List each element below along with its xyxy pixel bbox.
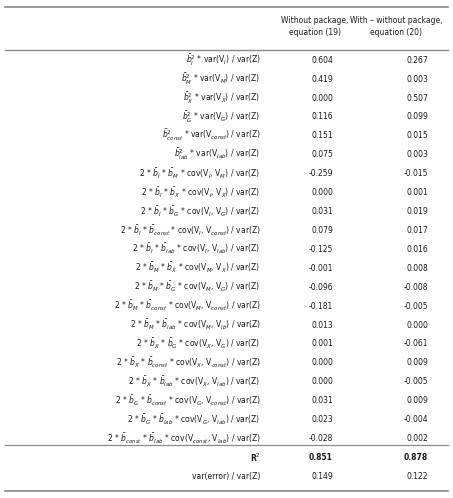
Text: -0.061: -0.061: [404, 340, 428, 349]
Text: 0.000: 0.000: [311, 377, 333, 386]
Text: -0.028: -0.028: [308, 434, 333, 443]
Text: 2 * $\bar{b}_G$ * $\bar{b}_{const}$ * cov(V$_G$, V$_{const}$) / var(Z): 2 * $\bar{b}_G$ * $\bar{b}_{const}$ * co…: [115, 393, 260, 408]
Text: 0.419: 0.419: [311, 75, 333, 84]
Text: 0.151: 0.151: [311, 131, 333, 140]
Text: $\bar{b}_M^2$ * var(V$_M$) / var(Z): $\bar{b}_M^2$ * var(V$_M$) / var(Z): [181, 72, 260, 87]
Text: $\bar{b}_{lab}^2$ * var(V$_{lab}$) / var(Z): $\bar{b}_{lab}^2$ * var(V$_{lab}$) / var…: [174, 147, 260, 162]
Text: R$^2$: R$^2$: [250, 451, 260, 464]
Text: 0.000: 0.000: [311, 94, 333, 103]
Text: 0.851: 0.851: [309, 453, 333, 462]
Text: $\bar{b}_{const}^2$ * var(V$_{const}$) / var(Z): $\bar{b}_{const}^2$ * var(V$_{const}$) /…: [162, 128, 260, 143]
Text: 2 * $\bar{b}_X$ * $\bar{b}_{lab}$ * cov(V$_X$, V$_{lab}$) / var(Z): 2 * $\bar{b}_X$ * $\bar{b}_{lab}$ * cov(…: [128, 374, 260, 389]
Text: 0.878: 0.878: [404, 453, 428, 462]
Text: 2 * $\bar{b}_I$ * $\bar{b}_X$ * cov(V$_I$, V$_X$) / var(Z): 2 * $\bar{b}_I$ * $\bar{b}_X$ * cov(V$_I…: [141, 186, 260, 200]
Text: 0.000: 0.000: [311, 359, 333, 368]
Text: 0.507: 0.507: [406, 94, 428, 103]
Text: 2 * $\bar{b}_I$ * $\bar{b}_M$ * cov(V$_I$, V$_M$) / var(Z): 2 * $\bar{b}_I$ * $\bar{b}_M$ * cov(V$_I…: [140, 167, 260, 181]
Text: -0.008: -0.008: [404, 283, 428, 292]
Text: $\bar{b}_G^2$ * var(V$_G$) / var(Z): $\bar{b}_G^2$ * var(V$_G$) / var(Z): [182, 110, 260, 124]
Text: 0.016: 0.016: [406, 245, 428, 254]
Text: 0.149: 0.149: [311, 472, 333, 481]
Text: 0.000: 0.000: [311, 188, 333, 197]
Text: var(error) / var(Z): var(error) / var(Z): [192, 472, 260, 481]
Text: 0.075: 0.075: [311, 150, 333, 159]
Text: 0.015: 0.015: [406, 131, 428, 140]
Text: 0.019: 0.019: [406, 207, 428, 216]
Text: 2 * $\bar{b}_M$ * $\bar{b}_{lab}$ * cov(V$_M$, V$_{lb}$) / var(Z): 2 * $\bar{b}_M$ * $\bar{b}_{lab}$ * cov(…: [130, 318, 260, 332]
Text: 0.017: 0.017: [406, 226, 428, 235]
Text: 2 * $\bar{b}_{const}$ * $\bar{b}_{lab}$ * cov(V$_{const}$, V$_{lab}$) / var(Z): 2 * $\bar{b}_{const}$ * $\bar{b}_{lab}$ …: [106, 431, 260, 446]
Text: 0.099: 0.099: [406, 113, 428, 122]
Text: $\bar{b}_I^2$ * var(V$_I$) / var(Z): $\bar{b}_I^2$ * var(V$_I$) / var(Z): [186, 53, 260, 68]
Text: 0.604: 0.604: [311, 56, 333, 65]
Text: 2 * $\bar{b}_M$ * $\bar{b}_X$ * cov(V$_M$, V$_X$) / var(Z): 2 * $\bar{b}_M$ * $\bar{b}_X$ * cov(V$_M…: [135, 261, 260, 275]
Text: -0.001: -0.001: [308, 264, 333, 273]
Text: 0.000: 0.000: [406, 321, 428, 330]
Text: 0.002: 0.002: [406, 434, 428, 443]
Text: -0.181: -0.181: [308, 302, 333, 311]
Text: $\bar{b}_X^2$ * var(V$_X$) / var(Z): $\bar{b}_X^2$ * var(V$_X$) / var(Z): [183, 91, 260, 106]
Text: 2 * $\bar{b}_I$ * $\bar{b}_G$ * cov(V$_I$, V$_G$) / var(Z): 2 * $\bar{b}_I$ * $\bar{b}_G$ * cov(V$_I…: [140, 204, 260, 219]
Text: 2 * $\bar{b}_M$ * $\bar{b}_G$ * cov(V$_M$, V$_G$) / var(Z): 2 * $\bar{b}_M$ * $\bar{b}_G$ * cov(V$_M…: [134, 280, 260, 294]
Text: 2 * $\bar{b}_I$ * $\bar{b}_{const}$ * cov(V$_I$, V$_{const}$) / var(Z): 2 * $\bar{b}_I$ * $\bar{b}_{const}$ * co…: [120, 223, 260, 238]
Text: 0.267: 0.267: [406, 56, 428, 65]
Text: 0.003: 0.003: [406, 150, 428, 159]
Text: -0.005: -0.005: [404, 377, 428, 386]
Text: 0.013: 0.013: [311, 321, 333, 330]
Text: 2 * $\bar{b}_X$ * $\bar{b}_G$ * cov(V$_X$, V$_G$) / var(Z): 2 * $\bar{b}_X$ * $\bar{b}_G$ * cov(V$_X…: [136, 337, 260, 351]
Text: -0.125: -0.125: [308, 245, 333, 254]
Text: -0.005: -0.005: [404, 302, 428, 311]
Text: 0.031: 0.031: [311, 396, 333, 405]
Text: 2 * $\bar{b}_M$ * $\bar{b}_{const}$ * cov(V$_M$, V$_{const}$) / var(Z): 2 * $\bar{b}_M$ * $\bar{b}_{const}$ * co…: [114, 299, 260, 313]
Text: -0.015: -0.015: [404, 169, 428, 178]
Text: 0.008: 0.008: [406, 264, 428, 273]
Text: 2 * $\bar{b}_I$ * $\bar{b}_{lab}$ * cov(V$_I$, V$_{lab}$) / var(Z): 2 * $\bar{b}_I$ * $\bar{b}_{lab}$ * cov(…: [132, 242, 260, 256]
Text: 0.001: 0.001: [311, 340, 333, 349]
Text: -0.259: -0.259: [308, 169, 333, 178]
Text: Without package,
equation (19): Without package, equation (19): [281, 16, 348, 36]
Text: 0.122: 0.122: [407, 472, 428, 481]
Text: 0.079: 0.079: [311, 226, 333, 235]
Text: -0.004: -0.004: [404, 415, 428, 424]
Text: 0.001: 0.001: [406, 188, 428, 197]
Text: -0.096: -0.096: [308, 283, 333, 292]
Text: 0.116: 0.116: [311, 113, 333, 122]
Text: With – without package,
equation (20): With – without package, equation (20): [350, 16, 443, 36]
Text: 0.009: 0.009: [406, 359, 428, 368]
Text: 2 * $\bar{b}_G$ * $\bar{b}_{lab}$ * cov(V$_G$, V$_{lab}$) / var(Z): 2 * $\bar{b}_G$ * $\bar{b}_{lab}$ * cov(…: [127, 412, 260, 427]
Text: 0.003: 0.003: [406, 75, 428, 84]
Text: 2 * $\bar{b}_X$ * $\bar{b}_{const}$ * cov(V$_X$, V$_{const}$) / var(Z): 2 * $\bar{b}_X$ * $\bar{b}_{const}$ * co…: [116, 356, 260, 370]
Text: 0.009: 0.009: [406, 396, 428, 405]
Text: 0.031: 0.031: [311, 207, 333, 216]
Text: 0.023: 0.023: [311, 415, 333, 424]
